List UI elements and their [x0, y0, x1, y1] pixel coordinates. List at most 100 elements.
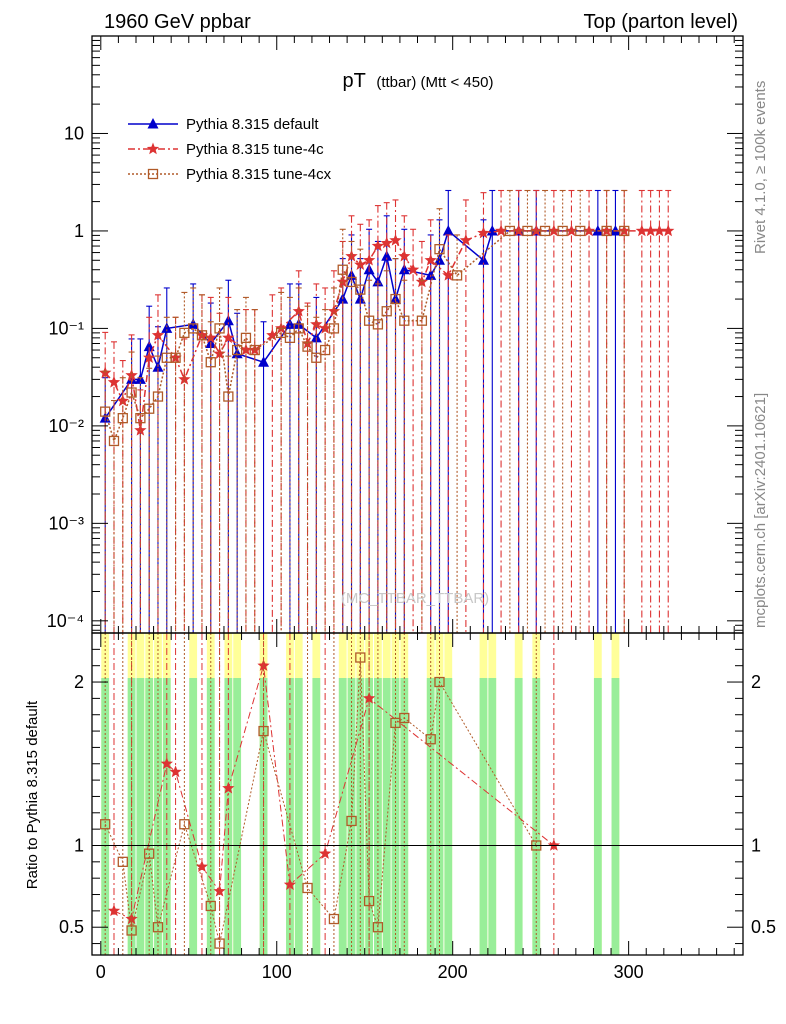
- ratio-point: [302, 882, 313, 894]
- data-point: [170, 352, 181, 363]
- data-point: [504, 225, 516, 237]
- data-point: [107, 375, 121, 388]
- data-point: [354, 258, 367, 270]
- ratio-point: [152, 922, 164, 933]
- x-tick-label: 300: [614, 962, 644, 982]
- green-band: [189, 678, 198, 955]
- green-band: [338, 678, 347, 955]
- data-point: [371, 239, 385, 252]
- data-point: [258, 356, 270, 367]
- main-marks: [99, 189, 675, 633]
- x-tick-label: 200: [438, 962, 468, 982]
- data-point: [284, 332, 296, 344]
- data-point: [328, 323, 340, 334]
- ratio-tick-label-left: 1: [74, 835, 84, 855]
- data-point: [635, 224, 648, 237]
- green-band: [233, 678, 242, 955]
- data-point: [662, 224, 675, 237]
- data-point: [204, 331, 217, 344]
- data-point: [451, 270, 463, 281]
- data-point: [619, 225, 630, 237]
- data-point: [100, 406, 111, 417]
- ratio-line: [113, 665, 555, 920]
- ratio-point: [205, 900, 216, 912]
- data-point: [232, 344, 243, 356]
- legend-label: Pythia 8.315 tune-4cx: [186, 166, 332, 183]
- y-tick-label: 10⁻²: [48, 416, 84, 436]
- ratio-point: [169, 765, 182, 778]
- ratio-point: [214, 938, 225, 949]
- green-band: [154, 678, 162, 955]
- data-point: [355, 284, 366, 295]
- data-point: [125, 368, 138, 381]
- data-point: [143, 340, 155, 352]
- data-point: [214, 323, 225, 334]
- data-point: [398, 263, 410, 275]
- ratio-point: [107, 904, 121, 917]
- legend-marker: [147, 168, 159, 180]
- data-point: [116, 394, 129, 407]
- data-point: [434, 244, 445, 255]
- data-point: [151, 328, 165, 341]
- data-point: [266, 328, 279, 341]
- green-band: [400, 678, 409, 955]
- chart-title: pT (ttbar) (Mtt < 450): [343, 70, 494, 92]
- data-point: [381, 250, 393, 261]
- chart-title-sub: (ttbar) (Mtt < 450): [376, 74, 493, 91]
- data-point: [152, 391, 164, 402]
- data-point: [362, 253, 376, 266]
- x-tick-label: 0: [96, 962, 106, 982]
- data-point: [292, 304, 305, 317]
- chart-title-main: pT: [343, 70, 366, 92]
- data-point: [381, 306, 392, 317]
- data-point: [618, 224, 631, 237]
- mcplots-label: mcplots.cern.ch [arXiv:2401.10621]: [752, 393, 769, 628]
- data-point: [126, 387, 137, 398]
- ratio-point: [399, 712, 410, 724]
- green-band: [294, 678, 303, 955]
- green-band: [532, 678, 541, 955]
- data-point: [327, 304, 341, 317]
- data-point: [398, 249, 411, 262]
- data-point: [161, 322, 173, 333]
- green-band: [312, 678, 321, 955]
- legend-marker: [147, 118, 159, 129]
- data-point: [390, 293, 401, 305]
- data-point: [389, 233, 402, 246]
- data-point: [644, 224, 657, 237]
- data-point: [143, 351, 156, 363]
- green-band: [101, 678, 110, 955]
- data-point: [399, 315, 410, 326]
- data-point: [345, 249, 358, 262]
- green-band: [374, 678, 382, 955]
- ratio-point: [434, 676, 445, 688]
- ratio-point: [425, 734, 436, 745]
- ratio-line: [104, 657, 537, 944]
- data-point: [319, 344, 331, 356]
- data-point: [239, 343, 253, 356]
- data-point: [530, 224, 543, 237]
- ratio-tick-label-right: 1: [751, 835, 761, 855]
- data-point: [582, 224, 596, 237]
- green-band: [145, 678, 154, 955]
- data-point: [311, 352, 322, 363]
- y-tick-label: 10⁻¹: [48, 318, 84, 338]
- header-right: Top (parton level): [583, 11, 738, 33]
- ratio-point: [363, 895, 375, 907]
- legend-label: Pythia 8.315 default: [186, 116, 319, 133]
- y-tick-label: 10⁻⁴: [47, 611, 84, 631]
- data-point: [425, 269, 437, 280]
- data-point: [539, 225, 551, 237]
- x-tick-label: 100: [262, 962, 292, 982]
- data-point: [424, 253, 437, 266]
- green-band: [479, 678, 488, 955]
- data-point: [134, 423, 147, 436]
- ratio-tick-label-left: 2: [74, 672, 84, 692]
- data-point: [557, 225, 568, 237]
- ratio-point: [283, 878, 297, 890]
- ratio-marks: [92, 633, 743, 955]
- ratio-point: [318, 847, 332, 859]
- watermark: (MC_TTBAR_TTBAR): [341, 590, 489, 607]
- green-band: [444, 678, 453, 955]
